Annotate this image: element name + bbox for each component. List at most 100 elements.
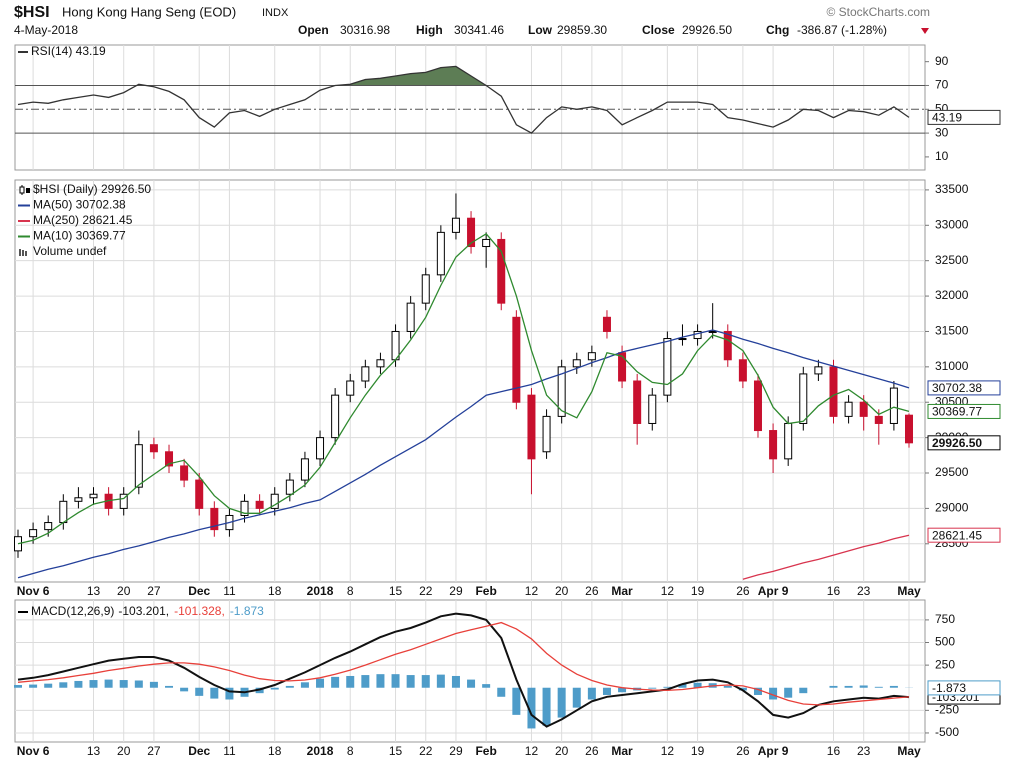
histogram-bar <box>421 675 430 688</box>
histogram-bar <box>844 685 853 688</box>
candle-body <box>436 231 445 276</box>
x-tick-label: 26 <box>736 744 750 758</box>
low-value: 29859.30 <box>557 23 607 37</box>
candle-body <box>134 444 143 488</box>
close-label: Close <box>642 23 675 37</box>
histogram-bar <box>361 675 370 688</box>
legend-glyph <box>25 251 27 256</box>
candle-body <box>678 338 687 341</box>
histogram-bar <box>210 687 219 699</box>
candle-body <box>300 458 309 481</box>
x-tick-label: 22 <box>419 744 433 758</box>
macd-line <box>17 612 910 728</box>
candle-body <box>648 394 657 424</box>
x-tick-label: 13 <box>87 584 101 598</box>
x-tick-label: 22 <box>419 584 433 598</box>
histogram-bar <box>542 687 551 726</box>
histogram-bar <box>104 679 113 688</box>
x-tick-label: 16 <box>827 584 841 598</box>
close-value: 29926.50 <box>682 23 732 37</box>
candle-body <box>74 497 83 502</box>
value-box-label: 30702.38 <box>932 381 982 395</box>
x-tick-label: 20 <box>117 744 131 758</box>
x-tick-label: May <box>897 744 921 758</box>
histogram-bar <box>618 687 627 693</box>
x-tick-label: 20 <box>555 744 569 758</box>
histogram-bar <box>859 685 868 688</box>
macd-line <box>17 621 910 706</box>
legend-label: MA(50) 30702.38 <box>33 198 126 212</box>
value-box <box>927 109 1001 125</box>
open-value: 30316.98 <box>340 23 390 37</box>
x-tick-label: 26 <box>585 744 599 758</box>
chg-label: Chg <box>766 23 789 37</box>
x-tick-label: 26 <box>585 584 599 598</box>
candle-body <box>451 217 460 233</box>
candle-body <box>285 479 294 495</box>
histogram-bar <box>316 678 325 688</box>
x-tick-label: 27 <box>147 584 161 598</box>
histogram-bar <box>134 680 143 688</box>
candle-body <box>59 500 68 524</box>
legend-glyph <box>26 188 30 193</box>
x-tick-label: 11 <box>223 744 236 758</box>
histogram-bar <box>165 685 174 688</box>
candle-body <box>331 394 340 439</box>
y-tick-label: 29000 <box>935 501 969 515</box>
x-tick-label: 23 <box>857 584 871 598</box>
candle-body <box>512 316 521 403</box>
legend-label: Volume undef <box>33 244 107 258</box>
y-tick-label: 29500 <box>935 465 969 479</box>
histogram-bar <box>678 684 687 688</box>
value-box <box>927 403 1001 419</box>
y-tick-label: 31500 <box>935 324 969 338</box>
x-tick-label: Apr 9 <box>758 584 789 598</box>
chg-value: -386.87 (-1.28%) <box>797 23 887 37</box>
histogram-bar <box>557 687 566 718</box>
value-box-label: 43.19 <box>932 111 962 125</box>
value-box <box>927 527 1001 543</box>
symbol: $HSI <box>14 4 50 21</box>
histogram-bar <box>376 674 385 688</box>
panel <box>14 44 926 171</box>
x-tick-label: 26 <box>736 584 750 598</box>
histogram-bar <box>648 687 657 689</box>
value-box-label: 28621.45 <box>932 528 982 542</box>
histogram-bar <box>89 680 98 688</box>
histogram-bar <box>406 675 415 688</box>
histogram-bar <box>270 687 279 690</box>
candle-body <box>376 359 385 368</box>
y-tick-label: -500 <box>935 725 959 739</box>
panel-title: MACD(12,26,9) <box>31 604 114 618</box>
panel-title: RSI(14) 43.19 <box>31 44 106 58</box>
panel <box>14 599 926 743</box>
down-arrow <box>921 28 929 34</box>
histogram-bar <box>784 687 793 698</box>
candle-body <box>753 380 762 432</box>
x-tick-label: 15 <box>389 584 403 598</box>
histogram-bar <box>285 685 294 688</box>
x-tick-label: 27 <box>147 744 161 758</box>
legend-label: -103.201, <box>118 604 169 618</box>
histogram-bar <box>663 686 672 688</box>
candle-body <box>859 401 868 417</box>
candle-body <box>210 507 219 531</box>
y-tick-label: 90 <box>935 54 949 68</box>
candle-body <box>874 415 883 424</box>
high-value: 30341.46 <box>454 23 504 37</box>
exchange: INDX <box>262 7 289 19</box>
candle-body <box>255 500 264 509</box>
histogram-bar <box>587 687 596 700</box>
histogram-bar <box>331 676 340 688</box>
x-tick-label: 20 <box>555 584 569 598</box>
moving-average <box>742 534 910 580</box>
histogram-bar <box>769 687 778 700</box>
legend-label: MA(10) 30369.77 <box>33 229 126 243</box>
high-label: High <box>416 23 443 37</box>
value-box-label: 29926.50 <box>932 436 982 450</box>
histogram-bar <box>195 687 204 696</box>
candle-body <box>723 330 732 361</box>
y-tick-label: 70 <box>935 78 949 92</box>
histogram-bar <box>44 683 53 688</box>
x-tick-label: Mar <box>611 744 633 758</box>
